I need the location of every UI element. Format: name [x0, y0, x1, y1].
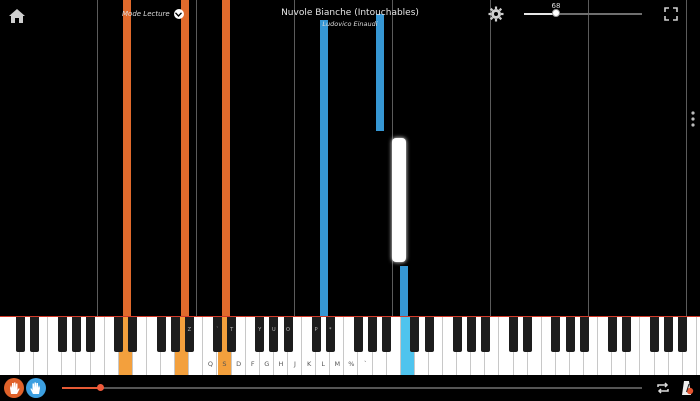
black-key[interactable]	[128, 317, 138, 352]
black-key[interactable]	[579, 317, 589, 352]
black-key-shortcut-label: T	[230, 327, 234, 333]
black-key[interactable]	[565, 317, 575, 352]
mode-label: Mode Lecture	[122, 10, 170, 18]
key-shortcut-label: G	[264, 360, 270, 368]
black-key[interactable]	[57, 317, 67, 352]
active-note	[392, 138, 406, 262]
progress-bar[interactable]	[62, 384, 642, 391]
black-key[interactable]	[255, 317, 265, 352]
key-shortcut-label: %	[348, 360, 355, 368]
right-hand-note	[376, 14, 384, 131]
black-key[interactable]	[480, 317, 490, 352]
key-shortcut-label: J	[294, 360, 296, 368]
gear-icon[interactable]	[488, 6, 504, 22]
black-key[interactable]	[15, 317, 25, 352]
key-shortcut-label: Q	[207, 360, 213, 368]
key-shortcut-label: H	[278, 360, 284, 368]
black-key[interactable]	[664, 317, 674, 352]
black-key[interactable]	[523, 317, 533, 352]
key-shortcut-label: `	[363, 360, 368, 368]
black-key[interactable]	[382, 317, 392, 352]
bottom-bar	[0, 375, 700, 401]
black-key[interactable]	[72, 317, 81, 352]
black-key-shortcut-label: O	[286, 327, 290, 333]
right-hand-note	[320, 20, 328, 317]
black-key[interactable]	[283, 317, 293, 352]
octave-gridline	[97, 0, 98, 317]
black-key[interactable]	[452, 317, 462, 352]
home-icon[interactable]	[8, 8, 26, 24]
progress-handle[interactable]	[96, 384, 104, 391]
left-hand-note	[123, 0, 131, 317]
black-key-shortcut-label: P	[314, 327, 318, 333]
chevron-down-icon	[173, 9, 184, 19]
key-shortcut-label: L	[321, 360, 325, 368]
fullscreen-icon[interactable]	[664, 6, 678, 21]
left-hand-note	[181, 0, 189, 317]
black-key-shortcut-label: *	[329, 327, 332, 333]
black-key[interactable]	[114, 317, 124, 352]
black-key[interactable]	[424, 317, 434, 352]
zoom-value: 68	[551, 2, 561, 10]
black-key[interactable]	[325, 317, 335, 352]
song-title: Nuvole Bianche (Intouchables)	[281, 8, 419, 18]
black-key[interactable]	[650, 317, 660, 352]
black-key[interactable]	[509, 317, 519, 352]
progress-fill	[62, 387, 100, 389]
key-shortcut-label: F	[250, 360, 255, 368]
black-key[interactable]	[678, 317, 688, 352]
black-key[interactable]	[156, 317, 166, 352]
octave-gridline	[294, 0, 295, 317]
mode-selector[interactable]: Mode Lecture	[122, 9, 184, 19]
left-hand-icon[interactable]	[4, 378, 24, 398]
black-key[interactable]	[170, 317, 180, 352]
black-key[interactable]	[466, 317, 476, 352]
black-key[interactable]	[29, 317, 39, 352]
zoom-slider-fill	[524, 13, 556, 15]
black-key[interactable]	[354, 317, 363, 352]
key-shortcut-label: M	[334, 360, 341, 368]
black-key[interactable]	[551, 317, 561, 352]
key-shortcut-label: S	[222, 360, 227, 368]
black-key[interactable]	[213, 317, 222, 352]
black-key[interactable]	[311, 317, 321, 352]
right-hand-icon[interactable]	[26, 378, 46, 398]
black-key-shortcut-label: Z	[187, 327, 192, 333]
more-vertical-icon[interactable]	[689, 110, 697, 128]
piano-keyboard: Q S D F G H J K L M% ` Z ` T Y U O P *	[0, 317, 700, 375]
right-hand-note	[400, 266, 408, 317]
black-key[interactable]	[621, 317, 631, 352]
left-hand-note	[222, 0, 230, 317]
black-key[interactable]	[607, 317, 617, 352]
black-key-shortcut-label: U	[272, 327, 276, 333]
zoom-slider[interactable]	[524, 9, 642, 17]
black-key[interactable]	[410, 317, 420, 352]
zoom-slider-handle[interactable]	[551, 9, 560, 17]
key-shortcut-label: D	[236, 360, 242, 368]
falling-notes-area	[97, 0, 687, 317]
black-key[interactable]	[269, 317, 279, 352]
octave-gridline	[588, 0, 589, 317]
black-key-shortcut-label: `	[216, 327, 219, 333]
black-key[interactable]	[86, 317, 96, 352]
octave-gridline	[686, 0, 687, 317]
black-key[interactable]	[184, 317, 194, 352]
black-key[interactable]	[368, 317, 378, 352]
black-key-shortcut-label: Y	[258, 327, 262, 333]
octave-gridline	[490, 0, 491, 317]
song-artist: Ludovico Einaudi	[322, 20, 378, 28]
loop-icon[interactable]	[655, 380, 671, 396]
metronome-icon[interactable]	[680, 380, 694, 396]
octave-gridline	[196, 0, 197, 317]
black-key[interactable]	[227, 317, 237, 352]
key-shortcut-label: K	[306, 360, 312, 368]
